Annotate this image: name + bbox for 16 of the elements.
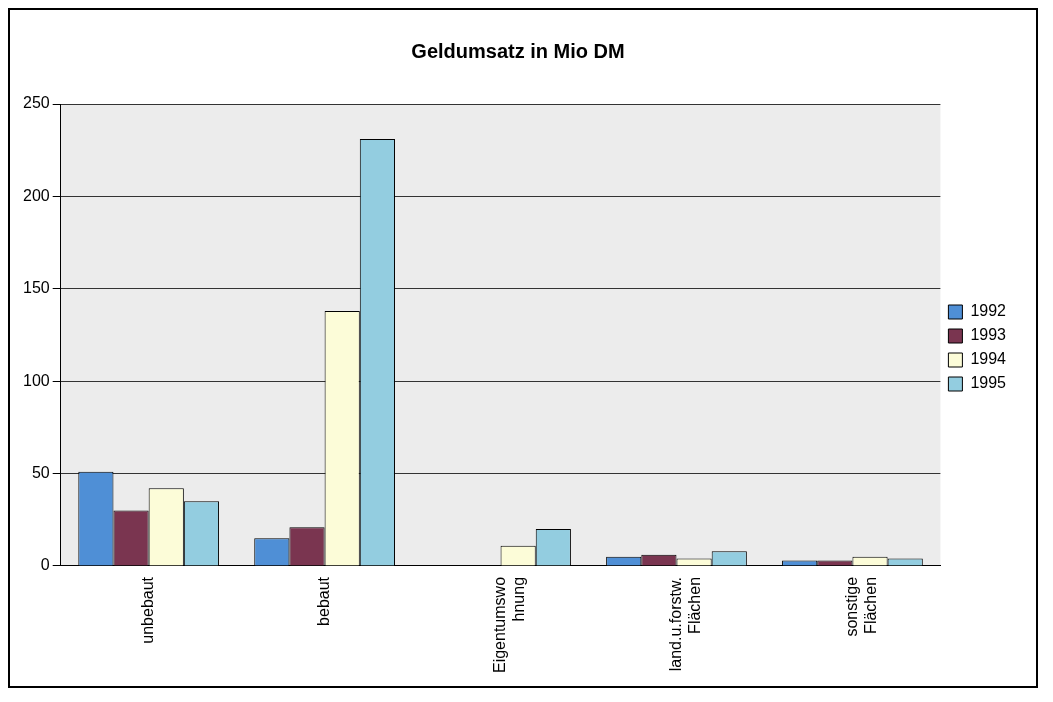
- y-tick-label: 250: [22, 94, 50, 112]
- x-tick-label: bebaut: [315, 576, 333, 626]
- y-tick-label: 50: [31, 463, 50, 481]
- legend-label: 1993: [970, 326, 1007, 344]
- y-tick-label: 0: [40, 556, 50, 574]
- legend-label: 1992: [970, 302, 1007, 320]
- y-tick-label: 150: [22, 279, 50, 297]
- x-tick-label: Eigentumswo hnung: [490, 576, 528, 673]
- x-tick-label: unbebaut: [139, 576, 157, 644]
- x-tick-label: land.u.forstw. Flächen: [666, 576, 704, 672]
- x-tick-label: sonstige Flächen: [842, 576, 880, 637]
- legend-label: 1995: [970, 374, 1007, 392]
- y-tick-label: 200: [22, 186, 50, 204]
- y-tick-label: 100: [22, 371, 50, 389]
- legend-label: 1994: [970, 350, 1007, 368]
- chart-title: Geldumsatz in Mio DM: [411, 39, 625, 62]
